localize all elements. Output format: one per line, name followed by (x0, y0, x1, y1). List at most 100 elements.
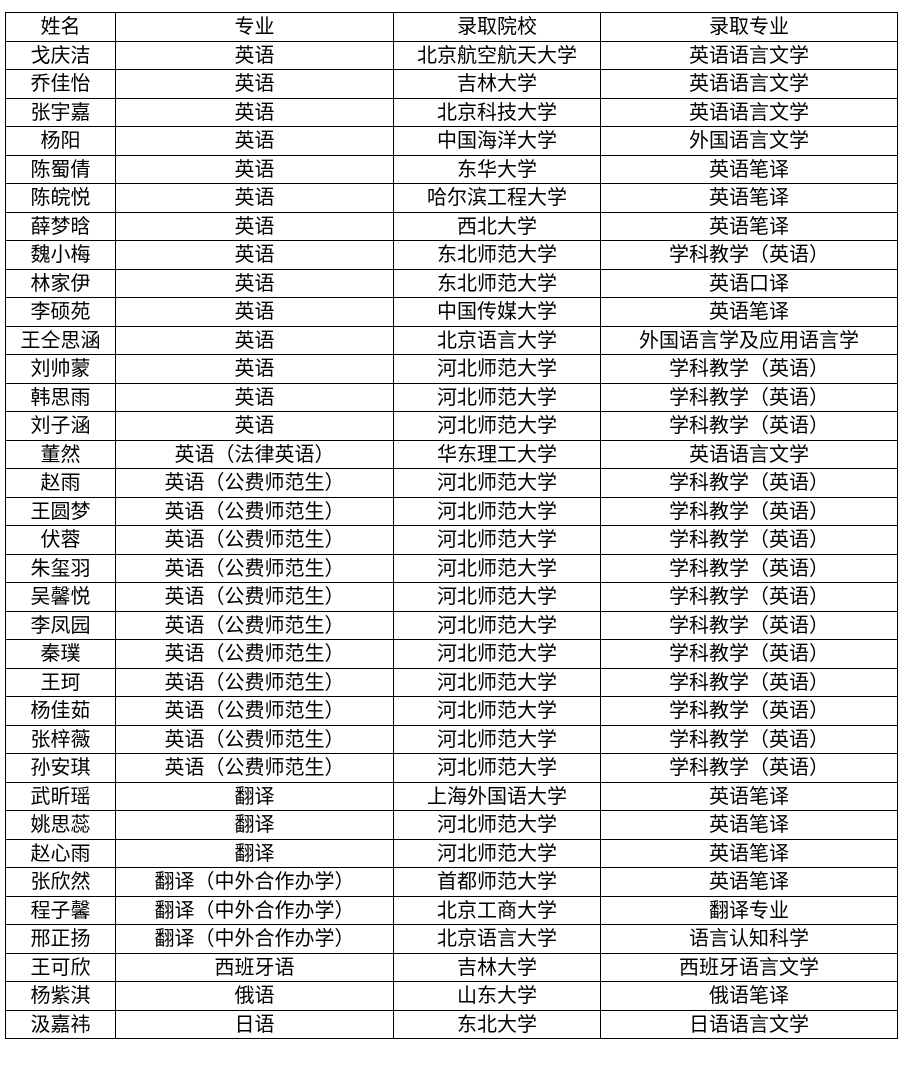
cell-name: 李凤园 (5, 610, 116, 640)
cell-admitted-major: 俄语笔译 (600, 981, 898, 1011)
cell-admitted-major: 西班牙语言文学 (600, 952, 898, 982)
cell-major: 英语 (115, 382, 394, 412)
cell-admitted-major: 英语语言文学 (600, 439, 898, 469)
table-row: 张梓薇 英语（公费师范生） 河北师范大学 学科教学（英语） (5, 724, 898, 754)
table-row: 李硕苑 英语 中国传媒大学 英语笔译 (5, 297, 898, 327)
cell-major: 西班牙语 (115, 952, 394, 982)
cell-school: 华东理工大学 (393, 439, 601, 469)
cell-school: 东华大学 (393, 154, 601, 184)
cell-school: 河北师范大学 (393, 724, 601, 754)
table-row: 姚思蕊 翻译 河北师范大学 英语笔译 (5, 810, 898, 840)
cell-name: 姚思蕊 (5, 810, 116, 840)
cell-name: 赵雨 (5, 468, 116, 498)
cell-admitted-major: 英语笔译 (600, 867, 898, 897)
cell-major: 英语 (115, 240, 394, 270)
cell-admitted-major: 学科教学（英语） (600, 240, 898, 270)
cell-major: 英语（公费师范生） (115, 553, 394, 583)
cell-school: 西北大学 (393, 211, 601, 241)
table-row: 陈皖悦 英语 哈尔滨工程大学 英语笔译 (5, 183, 898, 213)
cell-school: 上海外国语大学 (393, 781, 601, 811)
cell-admitted-major: 英语笔译 (600, 297, 898, 327)
cell-major: 英语 (115, 411, 394, 441)
table-row: 杨佳茹 英语（公费师范生） 河北师范大学 学科教学（英语） (5, 696, 898, 726)
table-row: 张欣然 翻译（中外合作办学） 首都师范大学 英语笔译 (5, 867, 898, 897)
table-row: 杨紫淇 俄语 山东大学 俄语笔译 (5, 981, 898, 1011)
cell-name: 程子馨 (5, 895, 116, 925)
cell-name: 吴馨悦 (5, 582, 116, 612)
cell-name: 张梓薇 (5, 724, 116, 754)
cell-school: 中国传媒大学 (393, 297, 601, 327)
cell-admitted-major: 英语笔译 (600, 781, 898, 811)
cell-school: 河北师范大学 (393, 753, 601, 783)
table-row: 陈蜀倩 英语 东华大学 英语笔译 (5, 154, 898, 184)
cell-school: 河北师范大学 (393, 667, 601, 697)
cell-major: 英语 (115, 97, 394, 127)
cell-admitted-major: 外国语言学及应用语言学 (600, 325, 898, 355)
cell-major: 翻译（中外合作办学） (115, 867, 394, 897)
cell-school: 哈尔滨工程大学 (393, 183, 601, 213)
table-row: 魏小梅 英语 东北师范大学 学科教学（英语） (5, 240, 898, 270)
cell-name: 孙安琪 (5, 753, 116, 783)
cell-admitted-major: 英语语言文学 (600, 97, 898, 127)
cell-major: 英语 (115, 69, 394, 99)
cell-school: 河北师范大学 (393, 696, 601, 726)
table-row: 王仝思涵 英语 北京语言大学 外国语言学及应用语言学 (5, 325, 898, 355)
cell-major: 英语 (115, 154, 394, 184)
cell-school: 吉林大学 (393, 952, 601, 982)
cell-name: 戈庆洁 (5, 40, 116, 70)
header-major: 专业 (115, 12, 394, 42)
cell-name: 陈皖悦 (5, 183, 116, 213)
cell-name: 刘子涵 (5, 411, 116, 441)
table-row: 刘子涵 英语 河北师范大学 学科教学（英语） (5, 411, 898, 441)
cell-major: 英语 (115, 40, 394, 70)
cell-name: 张欣然 (5, 867, 116, 897)
cell-admitted-major: 学科教学（英语） (600, 525, 898, 555)
cell-admitted-major: 学科教学（英语） (600, 354, 898, 384)
cell-school: 河北师范大学 (393, 496, 601, 526)
cell-admitted-major: 英语笔译 (600, 211, 898, 241)
cell-admitted-major: 学科教学（英语） (600, 553, 898, 583)
cell-admitted-major: 英语语言文学 (600, 40, 898, 70)
cell-school: 河北师范大学 (393, 382, 601, 412)
table-row: 刘帅蒙 英语 河北师范大学 学科教学（英语） (5, 354, 898, 384)
cell-admitted-major: 学科教学（英语） (600, 382, 898, 412)
admissions-table: 姓名 专业 录取院校 录取专业 戈庆洁 英语 北京航空航天大学 英语语言文学 乔佳怡 英语… (5, 12, 898, 1039)
cell-major: 俄语 (115, 981, 394, 1011)
cell-name: 杨佳茹 (5, 696, 116, 726)
cell-admitted-major: 学科教学（英语） (600, 696, 898, 726)
cell-school: 山东大学 (393, 981, 601, 1011)
cell-name: 韩思雨 (5, 382, 116, 412)
cell-school: 河北师范大学 (393, 838, 601, 868)
cell-name: 汲嘉祎 (5, 1009, 116, 1039)
table-row: 王圆梦 英语（公费师范生） 河北师范大学 学科教学（英语） (5, 496, 898, 526)
cell-admitted-major: 学科教学（英语） (600, 753, 898, 783)
cell-major: 英语（公费师范生） (115, 610, 394, 640)
cell-admitted-major: 英语笔译 (600, 810, 898, 840)
cell-school: 河北师范大学 (393, 810, 601, 840)
header-admitted-major: 录取专业 (600, 12, 898, 42)
cell-name: 薛梦晗 (5, 211, 116, 241)
cell-name: 王圆梦 (5, 496, 116, 526)
cell-name: 乔佳怡 (5, 69, 116, 99)
cell-school: 河北师范大学 (393, 411, 601, 441)
cell-admitted-major: 英语笔译 (600, 154, 898, 184)
cell-school: 北京语言大学 (393, 325, 601, 355)
cell-admitted-major: 学科教学（英语） (600, 639, 898, 669)
cell-major: 英语（公费师范生） (115, 753, 394, 783)
header-row: 姓名 专业 录取院校 录取专业 (5, 12, 898, 42)
cell-admitted-major: 翻译专业 (600, 895, 898, 925)
cell-school: 北京科技大学 (393, 97, 601, 127)
table-row: 朱玺羽 英语（公费师范生） 河北师范大学 学科教学（英语） (5, 553, 898, 583)
table-row: 王珂 英语（公费师范生） 河北师范大学 学科教学（英语） (5, 667, 898, 697)
cell-name: 朱玺羽 (5, 553, 116, 583)
cell-major: 英语（公费师范生） (115, 468, 394, 498)
cell-name: 王仝思涵 (5, 325, 116, 355)
cell-admitted-major: 学科教学（英语） (600, 582, 898, 612)
cell-major: 英语 (115, 183, 394, 213)
header-school: 录取院校 (393, 12, 601, 42)
cell-major: 英语（公费师范生） (115, 496, 394, 526)
cell-name: 张宇嘉 (5, 97, 116, 127)
cell-name: 王珂 (5, 667, 116, 697)
cell-major: 英语（公费师范生） (115, 667, 394, 697)
table-row: 赵雨 英语（公费师范生） 河北师范大学 学科教学（英语） (5, 468, 898, 498)
